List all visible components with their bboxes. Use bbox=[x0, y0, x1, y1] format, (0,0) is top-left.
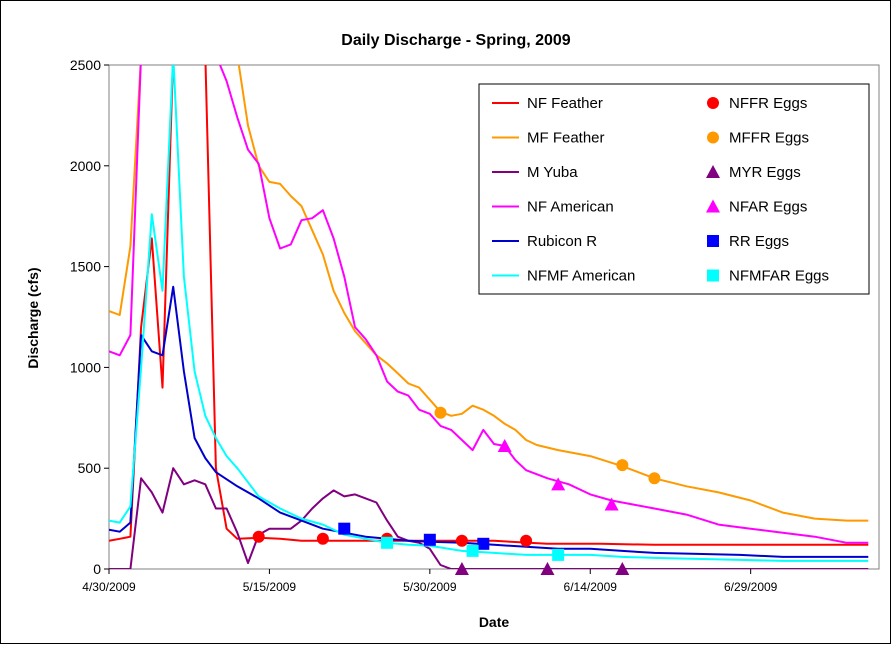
x-tick-label: 4/30/2009 bbox=[82, 580, 136, 594]
legend-swatch bbox=[707, 235, 719, 247]
data-point-mffr-eggs bbox=[434, 406, 447, 419]
y-tick-label: 1000 bbox=[70, 359, 101, 375]
y-tick-label: 2000 bbox=[70, 158, 101, 174]
legend-swatch bbox=[707, 131, 719, 144]
data-point-nfar-eggs bbox=[551, 477, 566, 491]
legend-label: MFFR Eggs bbox=[729, 130, 809, 147]
chart-title: Daily Discharge - Spring, 2009 bbox=[341, 32, 571, 49]
x-tick-label: 5/30/2009 bbox=[403, 580, 457, 594]
data-point-myr-eggs bbox=[615, 562, 630, 575]
data-point-nffr-eggs bbox=[252, 530, 265, 543]
y-tick-label: 1500 bbox=[70, 259, 101, 275]
legend-label: NFMF American bbox=[527, 268, 635, 285]
legend-swatch bbox=[706, 165, 720, 178]
plot-area: 0 500 1000 1500 2000 2500 4/30/2009 5/15/2009 5/… bbox=[70, 57, 880, 594]
data-point-nffr-eggs bbox=[520, 534, 533, 547]
data-point-nffr-eggs bbox=[455, 534, 468, 547]
legend-label: M Yuba bbox=[527, 164, 578, 181]
data-point-nfmfar-eggs bbox=[552, 548, 565, 561]
series-line-rubicon-r bbox=[109, 285, 869, 558]
data-point-mffr-eggs bbox=[616, 459, 629, 472]
data-point-rr-eggs bbox=[423, 533, 436, 546]
data-point-myr-eggs bbox=[454, 562, 469, 575]
data-point-nfar-eggs bbox=[497, 439, 512, 453]
legend: NF Feather MF Feather M Yuba NF American Rub… bbox=[478, 83, 870, 295]
y-tick-label: 0 bbox=[93, 561, 101, 577]
x-tick-label: 6/29/2009 bbox=[724, 580, 778, 594]
legend-swatch bbox=[706, 199, 720, 213]
legend-label: NFFR Eggs bbox=[729, 95, 807, 112]
legend-label: RR Eggs bbox=[729, 233, 789, 250]
y-tick-label: 500 bbox=[78, 460, 102, 476]
data-point-nfar-eggs bbox=[604, 497, 619, 511]
data-point-mffr-eggs bbox=[648, 472, 661, 485]
legend-swatch bbox=[707, 269, 719, 282]
y-tick-label: 2500 bbox=[70, 57, 101, 73]
legend-label: NFMFAR Eggs bbox=[729, 268, 829, 285]
legend-label: NF American bbox=[527, 199, 614, 216]
data-point-nffr-eggs bbox=[316, 532, 329, 545]
x-tick-label: 6/14/2009 bbox=[564, 580, 618, 594]
data-point-myr-eggs bbox=[540, 562, 555, 575]
legend-swatch bbox=[707, 97, 719, 109]
series-line-m-yuba bbox=[109, 467, 869, 569]
legend-label: Rubicon R bbox=[527, 233, 597, 250]
legend-label: NF Feather bbox=[527, 95, 603, 112]
y-axis-label: Discharge (cfs) bbox=[25, 267, 41, 368]
series-line-nf-american bbox=[109, 65, 869, 544]
x-tick-label: 5/15/2009 bbox=[243, 580, 297, 594]
x-axis-label: Date bbox=[479, 614, 510, 630]
legend-label: MYR Eggs bbox=[729, 164, 801, 181]
data-point-rr-eggs bbox=[338, 522, 351, 535]
series-line-nfmf-american bbox=[109, 65, 869, 562]
data-point-rr-eggs bbox=[477, 537, 490, 550]
legend-label: NFAR Eggs bbox=[729, 199, 807, 216]
legend-box bbox=[478, 83, 870, 295]
legend-label: MF Feather bbox=[527, 130, 605, 147]
data-point-nfmfar-eggs bbox=[466, 544, 479, 557]
data-point-nfmfar-eggs bbox=[381, 536, 394, 549]
